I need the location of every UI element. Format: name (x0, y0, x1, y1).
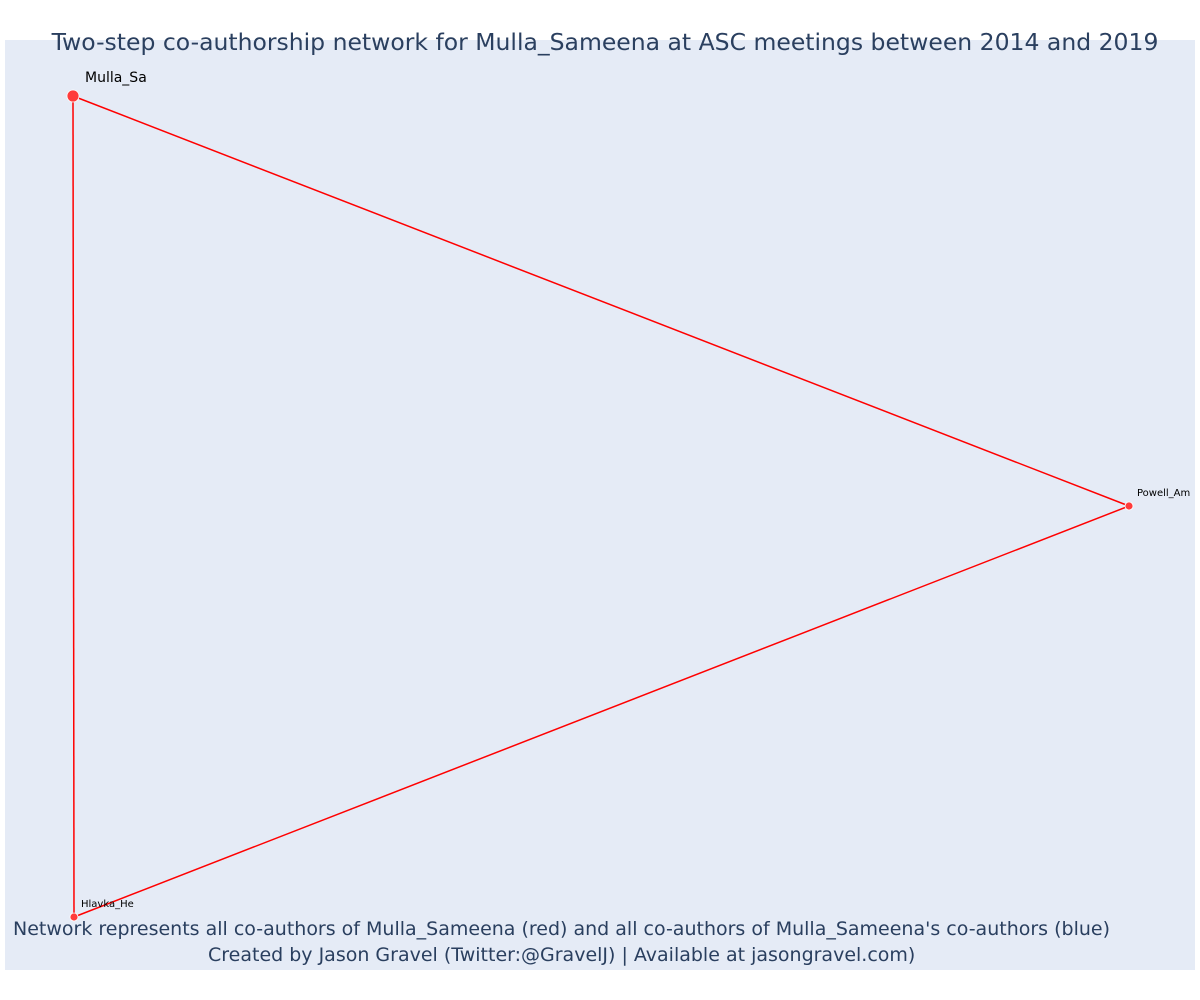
chart-title: Two-step co-authorship network for Mulla… (51, 28, 1159, 56)
node-mulla[interactable] (66, 89, 80, 103)
node-label-mulla: Mulla_Sa (85, 70, 147, 86)
node-label-powell: Powell_Am (1137, 488, 1190, 499)
edge-mulla-hlavka (72, 95, 75, 918)
node-label-hlavka: Hlavka_He (81, 899, 134, 910)
node-powell[interactable] (1124, 501, 1134, 511)
plot-area (5, 40, 1195, 970)
edge-powell-hlavka (73, 505, 1130, 918)
caption-line-1: Network represents all co-authors of Mul… (13, 918, 1111, 940)
edge-mulla-powell (72, 95, 1130, 507)
caption-line-2: Created by Jason Gravel (Twitter:@Gravel… (208, 944, 916, 966)
node-hlavka[interactable] (69, 912, 79, 922)
